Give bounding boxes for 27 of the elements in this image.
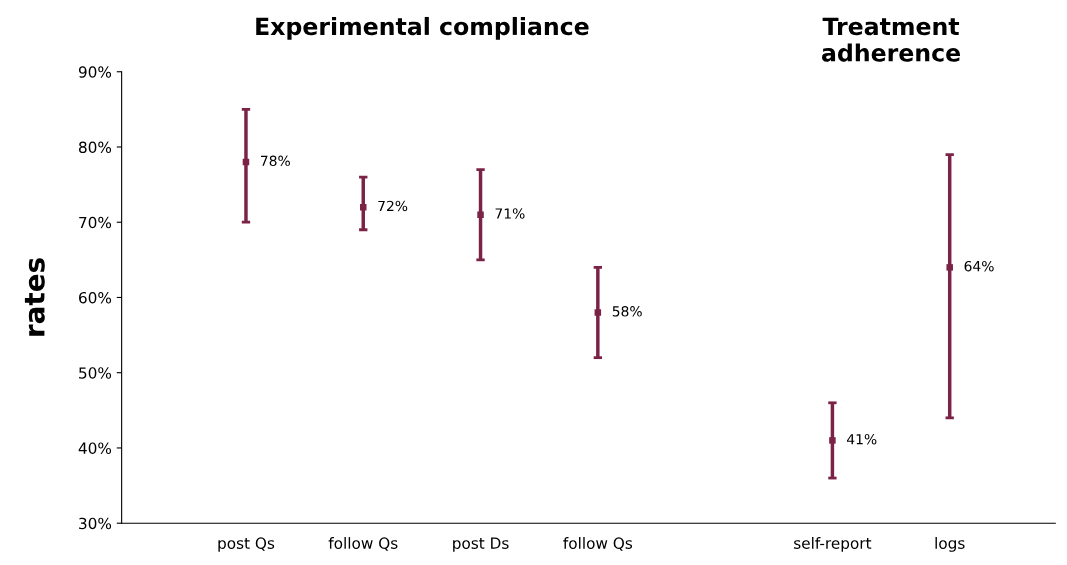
point [360,203,367,211]
data-label: 58% [612,306,642,317]
y-tick-label: 70% [79,216,112,229]
y-tick-label: 50% [79,367,112,379]
point [829,437,836,444]
text: Treatment adherence [822,17,960,62]
y-tick-label: 90% [78,66,112,78]
x-tick-label: follow Qs [563,537,633,551]
y-tick-label: 60% [79,291,112,304]
x-tick-label: post Qs [218,537,275,552]
y-tick-label: 80% [78,141,112,154]
x-tick-label: follow Qs [328,537,398,551]
point [946,264,953,271]
data-label: 71% [495,208,525,219]
x-tick-label: self-report [794,537,872,552]
point [594,309,602,316]
y-tick-label: 40% [78,442,112,454]
data-label: 64% [964,260,994,272]
point [477,211,484,218]
data-label: 72% [378,200,408,212]
text: Experimental compliance [256,16,589,40]
y-tick-label: 30% [79,517,112,530]
data-label: 78% [260,155,290,167]
x-tick-label: logs [935,537,965,552]
data-label: 41% [846,433,877,445]
x-tick-label: post Ds [453,537,509,552]
y-axis-title: rates [24,258,45,336]
